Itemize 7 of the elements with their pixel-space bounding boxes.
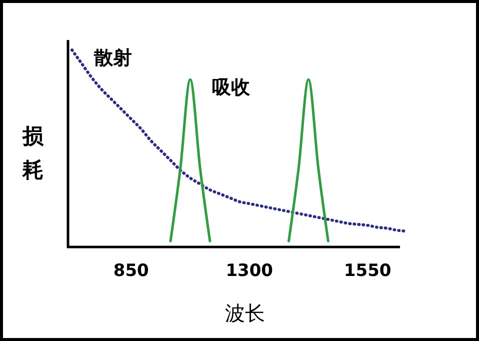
series-label: 吸收 — [212, 76, 252, 99]
x-tick-label: 850 — [113, 261, 150, 281]
series-label: 散射 — [93, 47, 132, 69]
x-tick-label: 1550 — [344, 261, 392, 281]
x-axis-title: 波长 — [225, 301, 265, 325]
y-axis-title: 损耗 — [22, 124, 44, 182]
x-tick-label: 1300 — [226, 261, 274, 281]
